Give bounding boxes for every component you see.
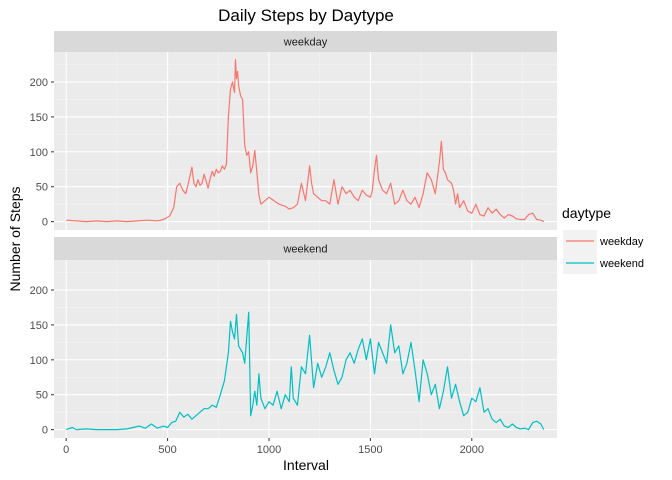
y-tick-label: 50 [36,390,48,402]
x-tick-label: 1000 [257,444,281,456]
legend-label-weekday: weekday [599,236,644,248]
x-tick-label: 500 [158,444,176,456]
legend: daytype weekday weekend [562,205,644,274]
panel-weekend: weekend 0 50 100 150 200 [30,237,557,438]
panel-background [54,52,557,230]
chart-title: Daily Steps by Daytype [218,6,394,25]
y-tick-label: 150 [30,320,48,332]
x-tick-label: 0 [63,444,69,456]
facet-strip-label: weekday [283,37,328,49]
series-line-weekend [66,311,545,431]
facet-panels: weekday 0 50 100 150 200 weekend 0 50 100 150 200 [30,31,557,438]
y-axis-title: Number of Steps [7,186,23,291]
y-tick-label: 0 [42,425,48,437]
facet-strip [54,31,557,52]
legend-label-weekend: weekend [599,258,644,270]
panel-background [54,260,557,438]
y-tick-label: 200 [30,285,48,297]
x-axis-title: Interval [283,457,329,473]
y-tick-label: 0 [42,217,48,229]
panel-weekday: weekday 0 50 100 150 200 [30,31,557,230]
facet-strip-label: weekend [282,244,327,256]
y-tick-label: 50 [36,182,48,194]
x-axis: 0 500 1000 1500 2000 [63,438,484,456]
y-tick-label: 100 [30,355,48,367]
facet-strip [54,237,557,260]
y-tick-label: 150 [30,112,48,124]
legend-title: daytype [562,205,611,221]
y-tick-label: 100 [30,147,48,159]
x-tick-label: 2000 [460,444,484,456]
x-tick-label: 1500 [358,444,382,456]
y-tick-label: 200 [30,77,48,89]
series-line-weekday [66,59,545,223]
